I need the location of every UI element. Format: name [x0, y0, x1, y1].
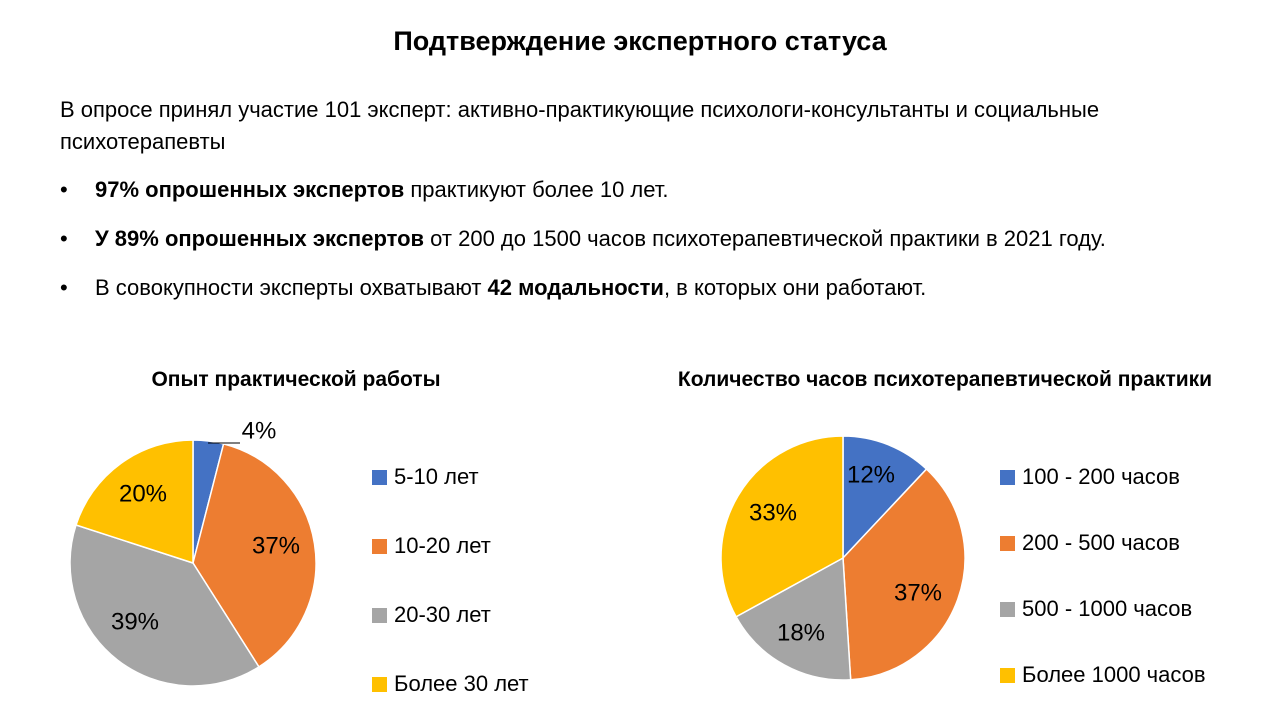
- legend-swatch: [1000, 668, 1015, 683]
- legend-swatch: [1000, 536, 1015, 551]
- pie-data-label: 20%: [119, 480, 167, 507]
- pie-slice: [842, 468, 966, 681]
- bullet-item: • В совокупности эксперты охватывают 42 м…: [60, 272, 1240, 304]
- chart-title-experience: Опыт практической работы: [151, 368, 441, 391]
- pie-data-label: 39%: [111, 608, 159, 635]
- pie-data-label: 37%: [252, 532, 300, 559]
- bullet-bold: 42 модальности: [487, 275, 664, 300]
- bullet-text: В совокупности эксперты охватывают: [95, 275, 488, 300]
- bullet-text: от 200 до 1500 часов психотерапевтическо…: [424, 226, 1106, 251]
- chart-title-hours: Количество часов психотерапевтической пр…: [677, 368, 1213, 391]
- pie-data-label: 33%: [749, 499, 797, 526]
- pie-data-label: 37%: [894, 579, 942, 606]
- bullet-list: • 97% опрошенных экспертов практикуют бол…: [60, 174, 1240, 321]
- slide-title: Подтверждение экспертного статуса: [393, 26, 887, 56]
- bullet-item: • У 89% опрошенных экспертов от 200 до 15…: [60, 223, 1240, 255]
- pie-slice: [720, 435, 844, 618]
- bullet-bold: 97% опрошенных экспертов: [95, 177, 405, 202]
- legend-swatch: [1000, 602, 1015, 617]
- legend-swatch: [372, 677, 387, 692]
- pie-slice: [842, 435, 928, 560]
- pie-data-label: 18%: [777, 619, 825, 646]
- legend-swatch: [372, 539, 387, 554]
- legend-label: 20-30 лет: [394, 602, 491, 627]
- legend-swatch: [372, 470, 387, 485]
- legend-swatch: [372, 608, 387, 623]
- bullet-text: практикуют более 10 лет.: [404, 177, 669, 202]
- legend-swatch: [1000, 470, 1015, 485]
- pie-slice: [735, 556, 852, 681]
- legend-label: 500 - 1000 часов: [1022, 596, 1192, 621]
- legend-label: 100 - 200 часов: [1022, 464, 1180, 489]
- bullet-item: • 97% опрошенных экспертов практикуют бол…: [60, 174, 1240, 206]
- pie-slice: [75, 439, 194, 565]
- legend-label: 200 - 500 часов: [1022, 530, 1180, 555]
- bullet-bold: У 89% опрошенных экспертов: [95, 226, 425, 251]
- pie-slice: [69, 524, 260, 687]
- legend-label: Более 1000 часов: [1022, 662, 1206, 687]
- bullet-dot: •: [60, 177, 68, 202]
- bullet-dot: •: [60, 226, 68, 251]
- legend-label: Более 30 лет: [394, 671, 529, 696]
- bullet-dot: •: [60, 275, 68, 300]
- bullet-suffix: , в которых они работают.: [663, 275, 927, 300]
- pie-data-label: 12%: [847, 461, 895, 488]
- legend-label: 5-10 лет: [394, 464, 479, 489]
- pie-data-label: 4%: [242, 417, 277, 444]
- intro-text: В опросе принял участие 101 эксперт: акт…: [60, 97, 1100, 154]
- legend-label: 10-20 лет: [394, 533, 491, 558]
